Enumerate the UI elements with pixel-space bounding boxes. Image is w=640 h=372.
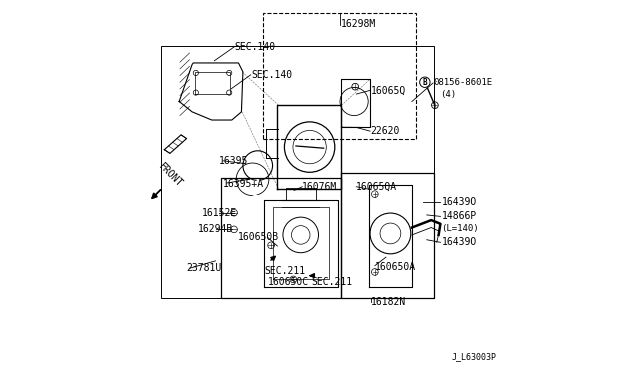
Text: SEC.140: SEC.140 [252, 70, 292, 80]
Text: 16182N: 16182N [371, 296, 406, 307]
Text: 16395+A: 16395+A [223, 179, 264, 189]
Text: 160650B: 160650B [237, 232, 279, 242]
Text: (L=140): (L=140) [442, 224, 479, 233]
Text: 22620: 22620 [370, 126, 399, 136]
Text: 16395: 16395 [219, 156, 248, 166]
Text: 14866P: 14866P [442, 211, 477, 221]
Bar [342, 173, 434, 298]
Text: FRONT: FRONT [156, 162, 184, 190]
Text: SEC.211: SEC.211 [312, 278, 353, 287]
Text: 16065Q: 16065Q [371, 86, 406, 95]
Text: 16439O: 16439O [442, 196, 477, 206]
Text: 23781U: 23781U [186, 263, 221, 273]
Text: 16152E: 16152E [202, 208, 237, 218]
Text: B: B [422, 78, 427, 87]
Text: SEC.140: SEC.140 [235, 42, 276, 52]
Text: 16076M: 16076M [302, 182, 337, 192]
Text: (4): (4) [440, 90, 456, 99]
Text: 16439O: 16439O [442, 237, 477, 247]
Text: 16065QA: 16065QA [356, 182, 397, 192]
Text: SEC.211: SEC.211 [264, 266, 305, 276]
Text: 160650A: 160650A [375, 262, 416, 272]
Text: 08156-8601E: 08156-8601E [434, 78, 493, 87]
Text: 16298M: 16298M [340, 19, 376, 29]
Text: 160650C: 160650C [268, 278, 308, 287]
Text: J_L63003P: J_L63003P [451, 352, 496, 361]
Bar [161, 46, 434, 298]
Bar [221, 178, 342, 298]
Bar [262, 13, 415, 138]
Text: 16294B: 16294B [198, 224, 233, 234]
